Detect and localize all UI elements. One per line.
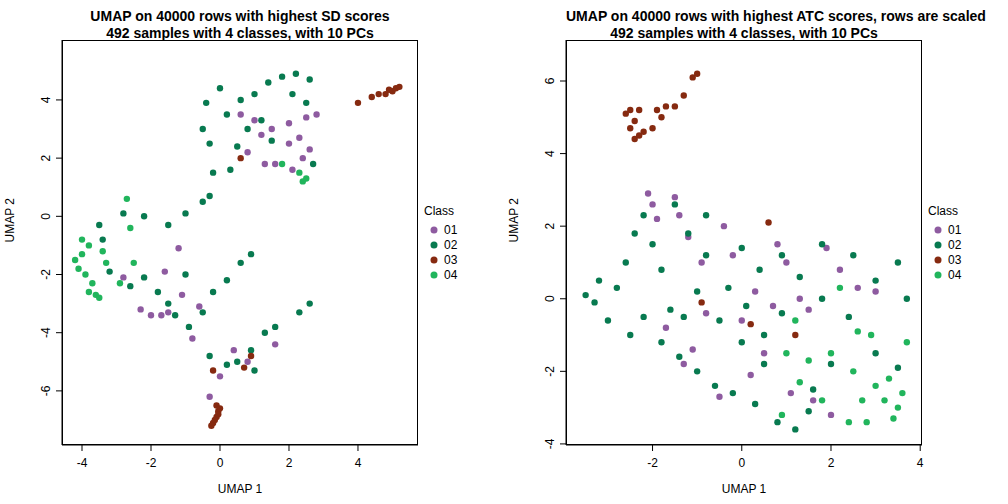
svg-text:4: 4 xyxy=(355,456,362,470)
html-text:03: 03 xyxy=(444,252,458,267)
svg-text:UMAP 2: UMAP 2 xyxy=(8,198,17,243)
html-text:01: 01 xyxy=(948,222,962,237)
html-text:02: 02 xyxy=(444,237,458,252)
html-text:Class: Class xyxy=(424,204,454,218)
svg-text:4: 4 xyxy=(39,96,53,103)
svg-text:4: 4 xyxy=(917,456,924,470)
svg-text:0: 0 xyxy=(217,456,224,470)
svg-text:UMAP 1: UMAP 1 xyxy=(218,482,263,496)
svg-text:-4: -4 xyxy=(39,327,53,338)
svg-text:2: 2 xyxy=(39,154,53,161)
svg-text:0: 0 xyxy=(738,456,745,470)
html-text:492 samples with 4 classes, wi: 492 samples with 4 classes, with 10 PCs xyxy=(610,25,878,41)
svg-text:-4: -4 xyxy=(543,438,557,449)
svg-text:-6: -6 xyxy=(39,385,53,396)
svg-text:-2: -2 xyxy=(39,269,53,280)
svg-text:2: 2 xyxy=(286,456,293,470)
html-text:UMAP on 40000 rows with highes: UMAP on 40000 rows with highest SD score… xyxy=(90,8,390,24)
svg-text:-2: -2 xyxy=(647,456,658,470)
svg-text:-4: -4 xyxy=(77,456,88,470)
svg-text:-2: -2 xyxy=(146,456,157,470)
svg-text:UMAP 1: UMAP 1 xyxy=(722,482,767,496)
html-text:492 samples with 4 classes, wi: 492 samples with 4 classes, with 10 PCs xyxy=(106,25,374,41)
html-text:UMAP on 40000 rows with highes: UMAP on 40000 rows with highest ATC scor… xyxy=(566,8,986,24)
svg-text:-2: -2 xyxy=(543,366,557,377)
html-text:01: 01 xyxy=(444,222,458,237)
svg-text:2: 2 xyxy=(828,456,835,470)
html-text:04: 04 xyxy=(444,267,458,282)
html-text:04: 04 xyxy=(948,267,962,282)
html-text:02: 02 xyxy=(948,237,962,252)
svg-text:0: 0 xyxy=(39,213,53,220)
html-text:Class: Class xyxy=(928,204,958,218)
html-text:03: 03 xyxy=(948,252,962,267)
svg-text:UMAP 2: UMAP 2 xyxy=(507,198,521,243)
svg-text:2: 2 xyxy=(543,223,557,230)
svg-text:4: 4 xyxy=(543,150,557,157)
svg-text:0: 0 xyxy=(543,295,557,302)
svg-text:6: 6 xyxy=(543,77,557,84)
